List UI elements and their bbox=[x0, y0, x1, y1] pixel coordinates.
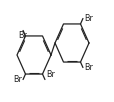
Text: Br: Br bbox=[83, 14, 92, 23]
Text: Br: Br bbox=[13, 75, 22, 84]
Text: Br: Br bbox=[18, 32, 27, 40]
Text: Br: Br bbox=[83, 63, 92, 72]
Text: Br: Br bbox=[46, 70, 54, 79]
